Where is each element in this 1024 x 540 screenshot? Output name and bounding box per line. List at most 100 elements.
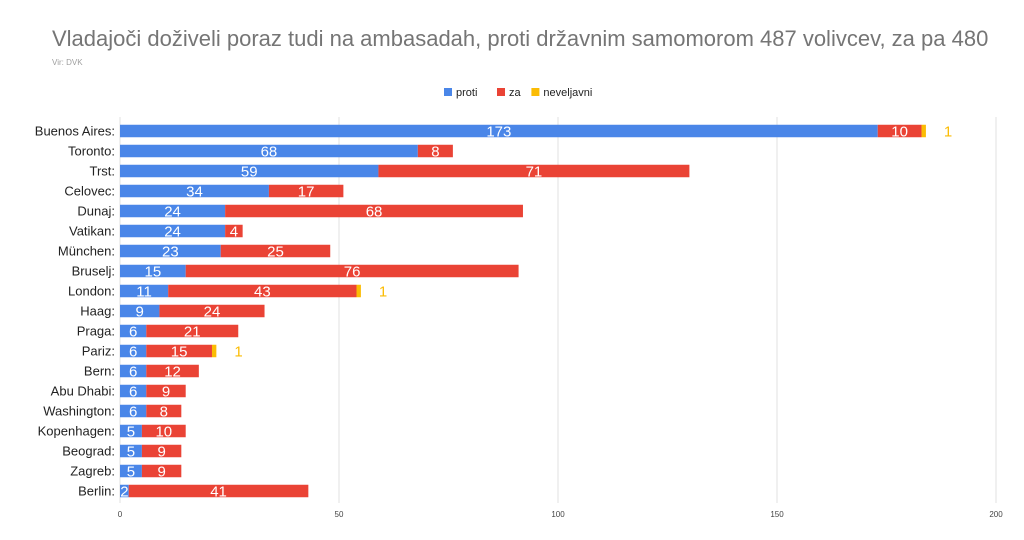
x-tick-label: 0 [118,510,123,519]
bar-proti [120,184,269,198]
data-label-za: 21 [184,324,201,341]
data-label-proti: 5 [127,444,135,461]
bar-proti [120,304,160,318]
data-label-za: 43 [254,284,271,301]
data-label-neveljavni: 1 [379,284,387,301]
data-label-proti: 6 [129,364,137,381]
data-label-za: 15 [171,344,188,361]
chart-source: Vir: DVK [52,58,83,67]
bar-za [146,404,182,418]
data-label-za: 8 [431,144,439,161]
bar-za [417,144,453,158]
category-label: Buenos Aires: [35,124,115,139]
bar-proti [120,364,147,378]
bar-za [220,244,331,258]
category-label: Washington: [43,404,115,419]
bar-za [225,224,243,238]
category-label: Haag: [80,304,115,319]
data-label-za: 10 [155,424,172,441]
bar-proti [120,284,169,298]
bar-za [141,424,186,438]
bar-za [168,284,357,298]
category-label: Berlin: [78,484,115,499]
bar-proti [120,324,147,338]
bar-proti [120,404,147,418]
bar-za [146,384,186,398]
bar-proti [120,344,147,358]
bar-za [225,204,523,218]
data-label-proti: 5 [127,464,135,481]
data-label-za: 12 [164,364,181,381]
data-label-za: 24 [204,304,221,321]
data-label-za: 10 [891,124,908,141]
data-label-za: 9 [157,464,165,481]
category-label: Pariz: [82,344,115,359]
data-label-za: 25 [267,244,284,261]
chart-title: Vladajoči doživeli poraz tudi na ambasad… [52,26,989,51]
bar-neveljavni [356,284,361,298]
data-label-proti: 11 [136,284,152,301]
legend-swatch-neveljavni [531,88,540,96]
x-tick-label: 50 [335,510,344,519]
category-label: Dunaj: [77,204,115,219]
category-label: Kopenhagen: [38,424,115,439]
bar-proti [120,484,129,498]
bar-za [141,464,182,478]
category-label: Trst: [89,164,115,179]
x-axis-ticks: 0 50 100 150 200 [118,510,1003,519]
bar-za [146,344,212,358]
data-label-proti: 15 [145,264,162,281]
data-label-proti: 6 [129,344,137,361]
bar-proti [120,124,878,138]
data-label-proti: 59 [241,164,258,181]
bar-proti [120,464,142,478]
data-label-za: 41 [210,484,227,501]
data-label-proti: 2 [120,484,128,501]
legend-swatch-proti [444,88,452,96]
bar-za [146,324,239,338]
data-label-neveljavni: 1 [234,344,242,361]
data-label-proti: 24 [164,204,181,221]
category-label: London: [68,284,115,299]
bar-proti [120,444,142,458]
data-label-proti: 23 [162,244,179,261]
data-label-za: 8 [160,404,168,421]
data-label-proti: 24 [164,224,181,241]
category-label: Bern: [84,364,115,379]
category-label: Zagreb: [70,464,115,479]
legend-swatch-za [497,88,505,96]
bar-proti [120,244,221,258]
bar-proti [120,204,226,218]
data-label-proti: 6 [129,324,137,341]
category-labels: Buenos Aires: Toronto: Trst: Celovec: Dunaj:… [35,124,115,499]
bar-za [185,264,519,278]
bar-za [159,304,265,318]
bar-proti [120,144,418,158]
bar-za [877,124,922,138]
category-label: Beograd: [62,444,115,459]
data-label-proti: 5 [127,424,135,441]
legend-label-neveljavni: neveljavni [543,87,592,99]
bar-za [141,444,182,458]
data-label-za: 4 [230,224,238,241]
data-label-proti: 34 [186,184,203,201]
data-label-proti: 68 [261,144,278,161]
category-label: Toronto: [68,144,115,159]
category-label: Abu Dhabi: [51,384,115,399]
bar-za [146,364,199,378]
bar-proti [120,164,379,178]
legend-label-za: za [509,87,522,99]
data-label-proti: 6 [129,404,137,421]
data-label-za: 76 [344,264,361,281]
bar-proti [120,264,186,278]
data-label-proti: 6 [129,384,137,401]
data-label-za: 71 [526,164,543,181]
category-label: Celovec: [64,184,115,199]
legend: proti za neveljavni [444,87,592,99]
x-tick-label: 100 [551,510,565,519]
bar-proti [120,384,147,398]
category-label: Vatikan: [69,224,115,239]
bar-neveljavni [921,124,926,138]
